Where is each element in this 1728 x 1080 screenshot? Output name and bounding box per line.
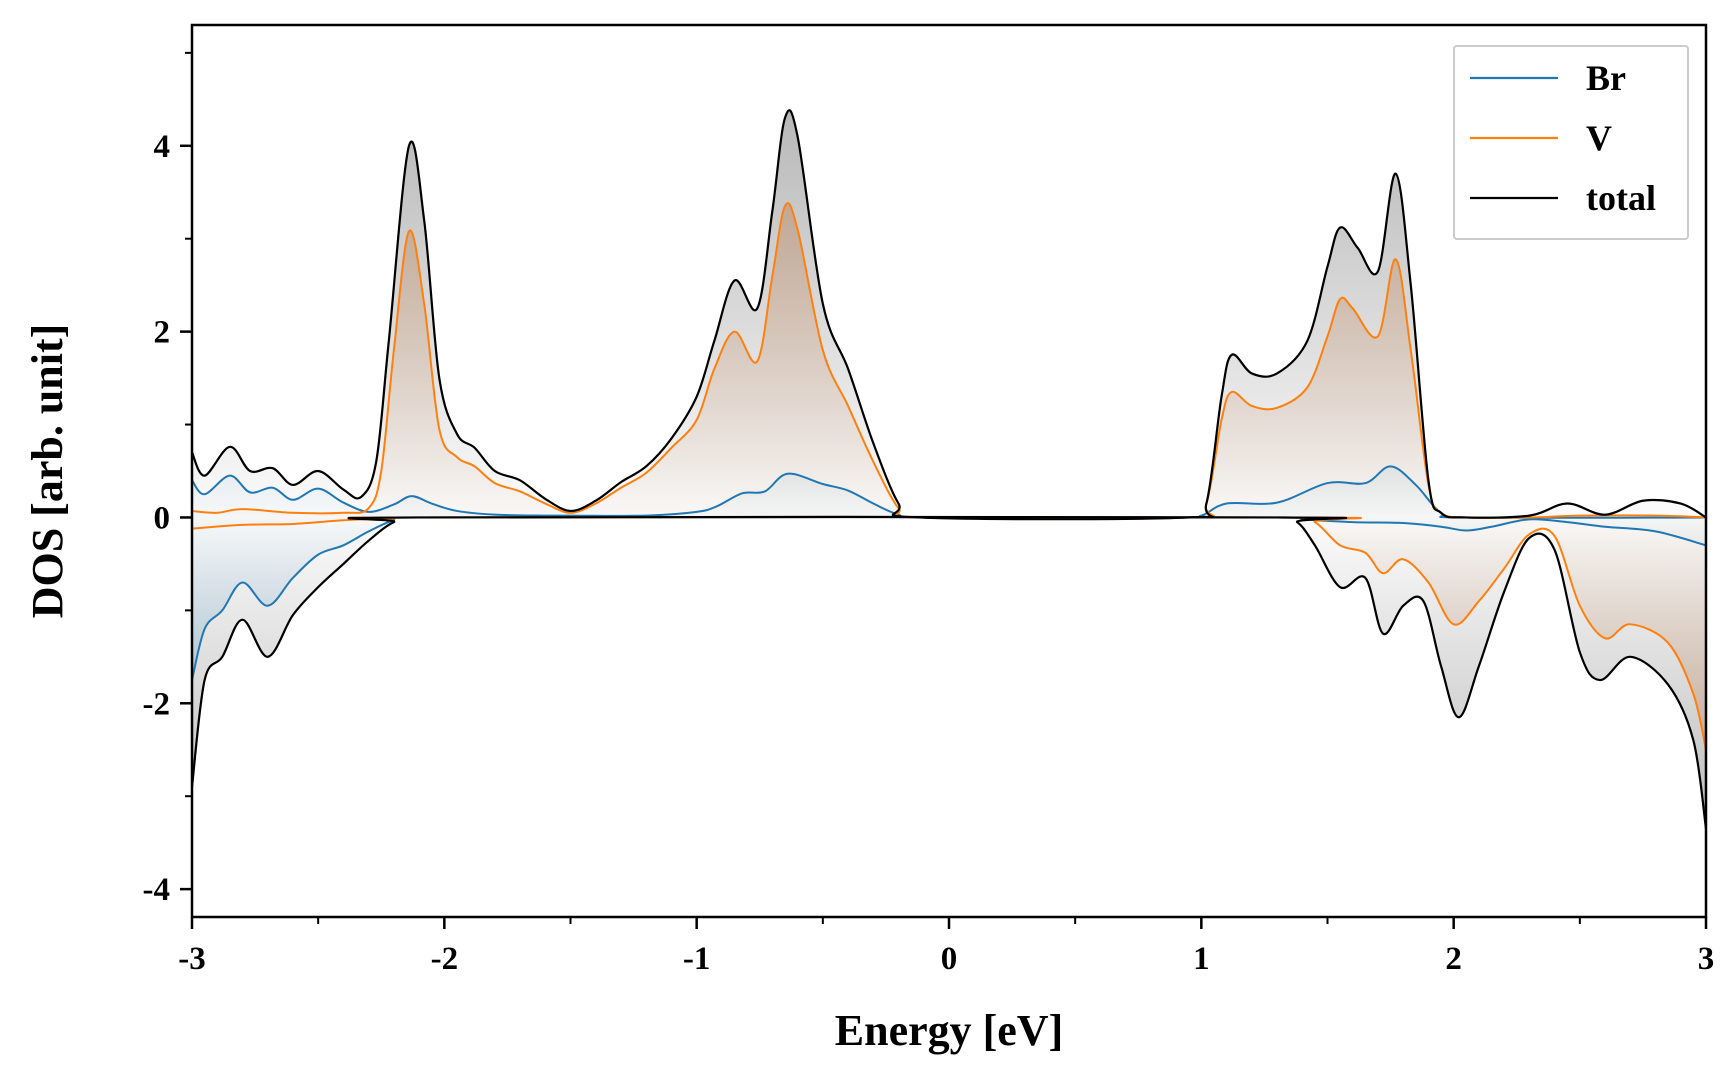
y-tick-label: 0 (154, 500, 171, 536)
legend-box (1453, 45, 1689, 240)
line-total-up (190, 109, 1707, 521)
line-V-up (191, 202, 1707, 520)
fill-Br-up (192, 466, 1706, 518)
x-tick-label: 2 (1445, 941, 1462, 977)
y-tick-label: 4 (154, 129, 171, 165)
x-tick-label: -3 (178, 941, 206, 977)
line-total-down (190, 515, 1708, 829)
fill-Br-down (192, 517, 1706, 681)
x-tick-label: 1 (1193, 941, 1210, 977)
fill-V-up (192, 203, 1706, 519)
y-axis-label: DOS [arb. unit] (23, 324, 72, 619)
y-tick-label: -4 (143, 872, 171, 908)
x-tick-label: 0 (941, 941, 958, 977)
legend-label-Br: Br (1586, 58, 1626, 98)
x-axis-label: Energy [eV] (835, 1006, 1064, 1055)
line-Br-up (191, 465, 1707, 519)
y-tick-label: 2 (154, 315, 171, 351)
y-tick-label: -2 (143, 686, 171, 722)
x-tick-label: -2 (431, 941, 459, 977)
legend-label-V: V (1586, 118, 1612, 158)
axis-ticks: -3 -2 -1 0 1 2 3 -4 -2 0 2 4 (143, 51, 1715, 977)
x-tick-label: 3 (1698, 941, 1715, 977)
series-lines (190, 109, 1708, 829)
x-tick-label: -1 (683, 941, 711, 977)
legend-label-total: total (1586, 178, 1656, 218)
